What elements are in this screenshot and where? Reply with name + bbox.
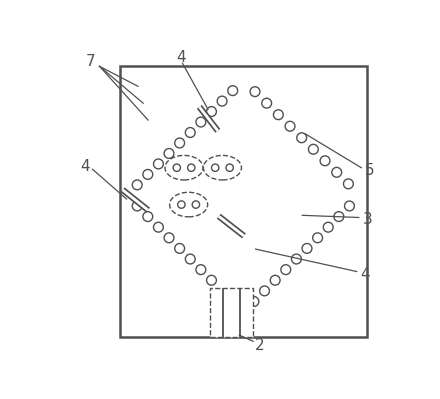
Text: 2: 2 [254, 338, 264, 354]
Text: 3: 3 [363, 212, 372, 227]
Text: 5: 5 [365, 163, 375, 178]
Text: 4: 4 [176, 50, 186, 65]
Bar [210, 288, 253, 337]
Bar [120, 66, 367, 337]
Text: 4: 4 [360, 267, 370, 282]
Text: 7: 7 [85, 54, 95, 69]
Text: 4: 4 [80, 159, 90, 174]
